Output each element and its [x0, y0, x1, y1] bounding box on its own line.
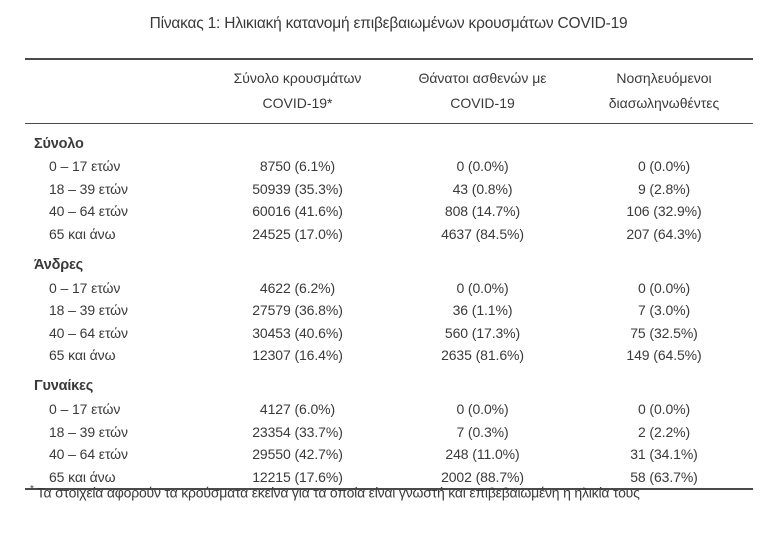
- intubated-value: 75 (32.5%): [630, 324, 698, 341]
- section-row-total: Σύνολο: [25, 124, 753, 155]
- age-group-label: 18 – 39 ετών: [49, 302, 128, 319]
- age-group-label: 18 – 39 ετών: [49, 423, 128, 440]
- intubated-value: 0 (0.0%): [637, 401, 691, 418]
- column-header-deaths-line1: Θάνατοι ασθενών με: [418, 70, 547, 86]
- cases-value: 23354 (33.7%): [252, 423, 343, 440]
- intubated-value: 2 (2.2%): [637, 423, 691, 440]
- intubated-value: 0 (0.0%): [637, 158, 691, 175]
- table-row: 18 – 39 ετών 50939 (35.3%) 43 (0.8%) 9 (…: [25, 178, 753, 201]
- intubated-value: 207 (64.3%): [626, 226, 702, 243]
- deaths-value: 0 (0.0%): [456, 401, 509, 418]
- deaths-value: 4637 (84.5%): [441, 226, 524, 243]
- deaths-value: 7 (0.3%): [456, 423, 509, 440]
- table-row: 40 – 64 ετών 60016 (41.6%) 808 (14.7%) 1…: [25, 200, 753, 223]
- age-group-label: 65 και άνω: [49, 347, 116, 364]
- age-group-label: 0 – 17 ετών: [49, 279, 121, 296]
- cases-value: 30453 (40.6%): [252, 324, 343, 341]
- intubated-value: 149 (64.5%): [626, 347, 702, 364]
- column-header-intubated-line2: διασωληνωθέντες: [608, 95, 720, 111]
- column-header-total-cases: Σύνολο κρουσμάτων COVID-19*: [205, 66, 390, 116]
- column-header-deaths: Θάνατοι ασθενών με COVID-19: [390, 66, 575, 116]
- deaths-value: 248 (11.0%): [445, 446, 520, 463]
- table-row: 40 – 64 ετών 30453 (40.6%) 560 (17.3%) 7…: [25, 322, 753, 345]
- intubated-value: 7 (3.0%): [637, 302, 691, 319]
- covid-age-distribution-table: Σύνολο κρουσμάτων COVID-19* Θάνατοι ασθε…: [25, 58, 753, 491]
- deaths-value: 0 (0.0%): [456, 158, 509, 175]
- age-group-label: 65 και άνω: [49, 468, 116, 485]
- column-header-intubated: Νοσηλευόμενοι διασωληνωθέντες: [575, 66, 753, 116]
- cases-value: 12307 (16.4%): [252, 347, 343, 364]
- age-group-label: 0 – 17 ετών: [49, 401, 121, 418]
- age-group-label: 40 – 64 ετών: [49, 446, 128, 463]
- footnote-asterisk: *: [30, 484, 34, 495]
- deaths-value: 0 (0.0%): [456, 279, 509, 296]
- section-row-women: Γυναίκες: [25, 367, 753, 398]
- intubated-value: 106 (32.9%): [626, 203, 702, 220]
- column-header-empty: [25, 66, 205, 116]
- column-header-deaths-line2: COVID-19: [450, 95, 515, 111]
- deaths-value: 36 (1.1%): [452, 302, 513, 319]
- section-label: Σύνολο: [34, 135, 84, 152]
- cases-value: 12215 (17.6%): [252, 468, 343, 485]
- deaths-value: 2635 (81.6%): [441, 347, 524, 364]
- intubated-value: 31 (34.1%): [630, 446, 698, 463]
- section-row-men: Άνδρες: [25, 245, 753, 276]
- table-row: 18 – 39 ετών 23354 (33.7%) 7 (0.3%) 2 (2…: [25, 420, 753, 443]
- column-header-total-cases-line2: COVID-19*: [262, 95, 333, 111]
- footnote-text: Τα στοιχεία αφορούν τα κρούσματα εκείνα …: [36, 484, 640, 501]
- deaths-value: 560 (17.3%): [444, 324, 521, 341]
- age-group-label: 0 – 17 ετών: [49, 158, 121, 175]
- age-group-label: 65 και άνω: [49, 226, 116, 243]
- table-row: 65 και άνω 12307 (16.4%) 2635 (81.6%) 14…: [25, 344, 753, 367]
- table-row: 18 – 39 ετών 27579 (36.8%) 36 (1.1%) 7 (…: [25, 299, 753, 322]
- age-group-label: 40 – 64 ετών: [49, 203, 128, 220]
- cases-value: 8750 (6.1%): [259, 158, 336, 175]
- cases-value: 50939 (35.3%): [252, 180, 343, 197]
- intubated-value: 9 (2.8%): [637, 180, 691, 197]
- table-row: 40 – 64 ετών 29550 (42.7%) 248 (11.0%) 3…: [25, 443, 753, 466]
- age-group-label: 40 – 64 ετών: [49, 324, 128, 341]
- table-row: 0 – 17 ετών 4622 (6.2%) 0 (0.0%) 0 (0.0%…: [25, 276, 753, 299]
- cases-value: 4127 (6.0%): [259, 401, 336, 418]
- column-header-intubated-line1: Νοσηλευόμενοι: [616, 70, 712, 86]
- table-header-row: Σύνολο κρουσμάτων COVID-19* Θάνατοι ασθε…: [25, 60, 753, 124]
- deaths-value: 43 (0.8%): [452, 180, 513, 197]
- table-title: Πίνακας 1: Ηλικιακή κατανομή επιβεβαιωμέ…: [149, 15, 628, 32]
- table-row: 0 – 17 ετών 4127 (6.0%) 0 (0.0%) 0 (0.0%…: [25, 398, 753, 421]
- deaths-value: 2002 (88.7%): [441, 468, 524, 485]
- cases-value: 60016 (41.6%): [252, 203, 343, 220]
- section-label: Άνδρες: [34, 256, 83, 273]
- table-row: 65 και άνω 24525 (17.0%) 4637 (84.5%) 20…: [25, 223, 753, 246]
- cases-value: 4622 (6.2%): [259, 279, 336, 296]
- table-row: 65 και άνω 12215 (17.6%) 2002 (88.7%) 58…: [25, 466, 753, 489]
- intubated-value: 58 (63.7%): [630, 468, 698, 485]
- deaths-value: 808 (14.7%): [444, 203, 521, 220]
- footnote: * Τα στοιχεία αφορούν τα κρούσματα εκείνα…: [30, 484, 640, 501]
- cases-value: 29550 (42.7%): [252, 446, 343, 463]
- cases-value: 27579 (36.8%): [252, 302, 343, 319]
- column-header-total-cases-line1: Σύνολο κρουσμάτων: [233, 70, 362, 86]
- section-label: Γυναίκες: [34, 378, 94, 395]
- intubated-value: 0 (0.0%): [637, 279, 691, 296]
- cases-value: 24525 (17.0%): [252, 226, 343, 243]
- table-row: 0 – 17 ετών 8750 (6.1%) 0 (0.0%) 0 (0.0%…: [25, 155, 753, 178]
- age-group-label: 18 – 39 ετών: [49, 180, 128, 197]
